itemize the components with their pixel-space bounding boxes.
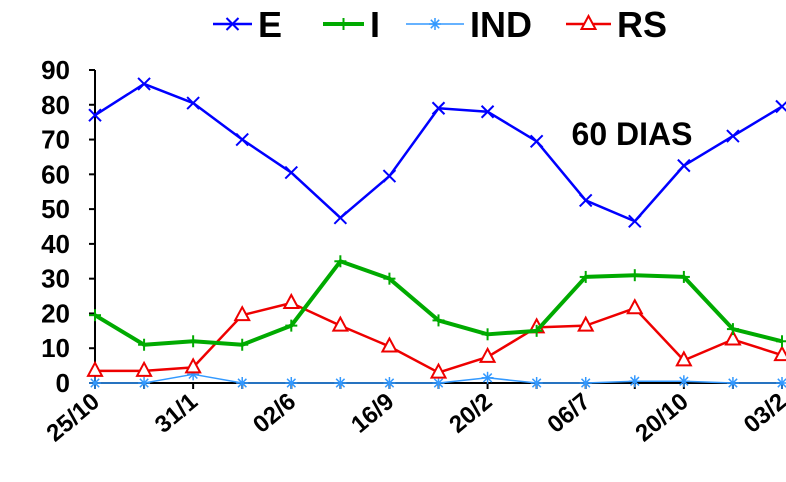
data-point bbox=[382, 169, 397, 183]
data-point bbox=[89, 309, 101, 322]
data-point bbox=[236, 338, 249, 351]
data-point bbox=[333, 211, 348, 225]
x-axis: 25/10 31/1 02/6 16/9 20/2 06/7 20/10 03/2 bbox=[41, 382, 786, 447]
legend-item-ind: IND bbox=[406, 4, 532, 45]
data-point bbox=[432, 377, 445, 389]
chart-legend: E I IND RS bbox=[213, 4, 667, 45]
x-tick-label: 06/7 bbox=[542, 388, 595, 439]
data-point bbox=[380, 336, 399, 353]
series-i bbox=[89, 255, 786, 351]
data-point bbox=[480, 105, 495, 119]
data-point bbox=[577, 315, 595, 332]
data-point bbox=[88, 108, 102, 122]
data-point bbox=[677, 158, 691, 173]
x-tick-label: 03/2 bbox=[739, 388, 786, 439]
data-point bbox=[334, 255, 347, 268]
data-point bbox=[138, 338, 151, 351]
data-point bbox=[726, 377, 739, 389]
data-point bbox=[776, 335, 786, 348]
series-e bbox=[88, 77, 786, 228]
data-point bbox=[677, 270, 690, 283]
data-point bbox=[334, 377, 347, 389]
data-point bbox=[724, 329, 742, 346]
data-point bbox=[233, 305, 251, 322]
data-point bbox=[285, 319, 298, 332]
y-tick-label: 90 bbox=[41, 55, 70, 85]
data-point bbox=[579, 270, 592, 283]
data-point bbox=[579, 377, 592, 389]
chart-annotation: 60 DIAS bbox=[572, 116, 693, 152]
x-tick-label: 02/6 bbox=[248, 388, 301, 439]
data-point bbox=[331, 315, 350, 332]
y-tick-label: 70 bbox=[41, 125, 70, 155]
x-tick-label: 16/9 bbox=[346, 388, 399, 439]
legend-marker bbox=[579, 13, 598, 30]
data-point bbox=[282, 292, 300, 310]
data-point bbox=[628, 214, 642, 228]
data-point bbox=[236, 377, 249, 389]
data-point bbox=[138, 377, 151, 389]
legend-label: E bbox=[258, 4, 282, 45]
y-tick-label: 0 bbox=[56, 368, 70, 398]
y-tick-label: 50 bbox=[41, 194, 70, 224]
data-point bbox=[675, 350, 693, 367]
legend-marker bbox=[429, 18, 441, 30]
data-point bbox=[383, 377, 396, 389]
data-point bbox=[186, 96, 200, 110]
y-tick-label: 60 bbox=[41, 159, 70, 189]
data-point bbox=[530, 377, 543, 389]
data-point bbox=[285, 377, 298, 389]
data-point bbox=[628, 269, 641, 282]
data-point bbox=[530, 324, 543, 337]
y-tick-label: 80 bbox=[41, 90, 70, 120]
data-point bbox=[187, 335, 200, 348]
data-point bbox=[431, 101, 446, 115]
data-point bbox=[429, 362, 448, 379]
data-point bbox=[235, 132, 249, 147]
data-point bbox=[478, 346, 497, 363]
data-point bbox=[137, 77, 151, 91]
data-point bbox=[89, 377, 101, 389]
series-line bbox=[93, 259, 783, 347]
data-point bbox=[481, 371, 494, 384]
y-tick-label: 10 bbox=[41, 333, 70, 363]
data-point bbox=[383, 272, 396, 285]
y-axis: 0 10 20 30 40 50 60 70 80 90 bbox=[41, 55, 96, 398]
data-point bbox=[579, 193, 593, 208]
data-point bbox=[481, 328, 494, 341]
legend-marker bbox=[225, 17, 240, 31]
data-point bbox=[86, 360, 104, 377]
legend-item-rs: RS bbox=[566, 4, 667, 45]
y-tick-label: 30 bbox=[41, 264, 70, 294]
x-tick-label: 25/10 bbox=[41, 388, 104, 447]
data-point bbox=[775, 99, 786, 114]
y-tick-label: 20 bbox=[41, 298, 70, 328]
y-tick-label: 40 bbox=[41, 229, 70, 259]
x-tick-label: 20/2 bbox=[444, 388, 497, 439]
data-point bbox=[135, 360, 153, 377]
data-point bbox=[726, 323, 739, 336]
data-point bbox=[529, 134, 544, 149]
data-point bbox=[432, 314, 445, 327]
legend-label: I bbox=[370, 4, 380, 45]
data-point bbox=[726, 129, 740, 143]
data-point bbox=[677, 375, 690, 388]
data-point bbox=[776, 377, 786, 389]
legend-label: IND bbox=[470, 4, 532, 45]
legend-label: RS bbox=[617, 4, 667, 45]
series-layer bbox=[86, 77, 786, 389]
legend-marker bbox=[337, 18, 350, 30]
x-tick-label: 31/1 bbox=[150, 388, 203, 439]
x-tick-label: 20/10 bbox=[630, 388, 693, 447]
series-ind bbox=[89, 368, 786, 389]
data-point bbox=[284, 165, 298, 180]
data-point bbox=[626, 298, 644, 315]
data-point bbox=[628, 375, 641, 388]
series-line bbox=[94, 82, 783, 223]
data-point bbox=[184, 357, 202, 374]
legend-item-e: E bbox=[213, 4, 282, 45]
legend-item-i: I bbox=[323, 4, 380, 45]
